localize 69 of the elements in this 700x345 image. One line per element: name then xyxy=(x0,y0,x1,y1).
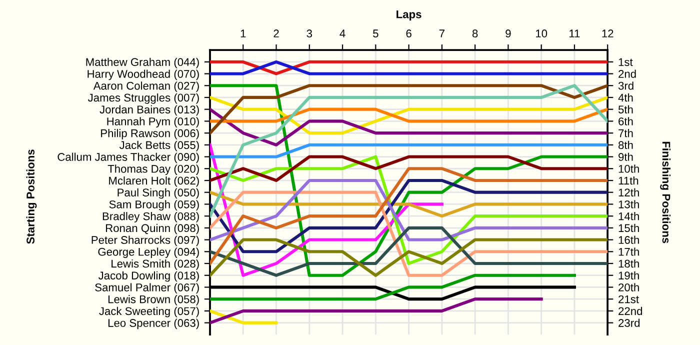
category-label: Paul Singh (050) xyxy=(118,188,199,199)
y2-tick-label: 20th xyxy=(618,283,639,292)
line-series xyxy=(210,96,608,135)
category-label: Bradley Shaw (088) xyxy=(102,212,199,222)
y2-tick-label: 15th xyxy=(618,224,639,232)
y2-tick-label: 21st xyxy=(618,295,639,304)
x-tick-label: 6 xyxy=(406,30,412,38)
y2-tick-label: 1st xyxy=(618,58,633,66)
x-tick-label: 4 xyxy=(340,30,346,38)
x-axis-title: Laps xyxy=(396,10,422,20)
y2-tick-label: 13th xyxy=(618,200,639,208)
y2-tick-label: 22nd xyxy=(618,306,642,316)
y2-tick-label: 23rd xyxy=(618,318,640,327)
y2-tick-label: 8th xyxy=(618,140,633,150)
category-label: Philip Rawson (006) xyxy=(101,129,199,140)
line-series xyxy=(210,226,608,277)
category-label: Lewis Smith (028) xyxy=(112,259,199,270)
y2-tick-label: 9th xyxy=(618,152,633,161)
y2-tick-label: 10th xyxy=(618,164,639,173)
y2-tick-label: 12th xyxy=(618,188,639,196)
x-tick-label: 8 xyxy=(472,30,478,38)
x-tick-label: 5 xyxy=(373,30,378,38)
x-tick-label: 11 xyxy=(570,30,580,38)
category-label: Peter Sharrocks (097) xyxy=(92,236,199,246)
x-tick-label: 7 xyxy=(439,30,444,38)
y2-tick-label: 19th xyxy=(618,271,639,280)
category-label: Sam Brough (059) xyxy=(109,200,199,211)
y2-tick-label: 14th xyxy=(618,212,639,220)
y2-tick-label: 17th xyxy=(618,248,639,256)
category-label: Aaron Coleman (027) xyxy=(93,82,199,92)
category-label: George Lepley (094) xyxy=(98,248,199,258)
category-label: Mclaren Holt (062) xyxy=(109,176,199,187)
category-label: Jack Sweeting (057) xyxy=(99,306,199,318)
x-tick-label: 10 xyxy=(536,30,548,38)
category-label: Ronan Quinn (098) xyxy=(106,224,199,234)
line-series xyxy=(210,178,608,242)
category-label: Leo Spencer (063) xyxy=(108,318,199,330)
y2-tick-label: 18th xyxy=(618,259,639,268)
y2-tick-label: 11th xyxy=(618,176,638,185)
line-series xyxy=(210,238,608,277)
x-tick-label: 1 xyxy=(240,30,246,38)
category-label: Jordan Baines (013) xyxy=(100,105,199,116)
category-label: Harry Woodhead (070) xyxy=(88,70,199,80)
category-label: Samuel Palmer (067) xyxy=(95,283,199,294)
line-series xyxy=(210,190,608,277)
category-label: Jack Betts (055) xyxy=(119,140,199,152)
line-series xyxy=(210,108,608,146)
y2-tick-label: 6th xyxy=(618,117,633,126)
x-tick-label: 12 xyxy=(602,30,614,38)
line-series xyxy=(210,84,608,218)
y2-tick-label: 7th xyxy=(618,129,633,138)
x-tick-label: 2 xyxy=(274,30,279,38)
x-tick-label: 9 xyxy=(506,30,511,38)
category-label: Lewis Brown (058) xyxy=(108,295,199,306)
category-label: Hannah Pym (010) xyxy=(107,117,199,128)
y2-tick-label: 3rd xyxy=(618,82,634,90)
y2-tick-label: 16th xyxy=(618,236,639,244)
category-label: Thomas Day (020) xyxy=(108,164,199,175)
category-label: Callum James Thacker (090) xyxy=(58,152,199,164)
y2-tick-label: 5th xyxy=(618,105,633,114)
y2-tick-label: 4th xyxy=(618,93,633,102)
category-label: Jacob Dowling (018) xyxy=(98,271,199,282)
text: Starting Positions xyxy=(26,150,37,244)
category-label: James Struggles (007) xyxy=(88,93,199,104)
category-label: Matthew Graham (044) xyxy=(86,58,199,68)
y2-tick-label: 2nd xyxy=(618,70,636,78)
x-tick-label: 3 xyxy=(306,30,312,38)
y2-axis-title: Finishing Positions xyxy=(660,142,671,244)
line-series xyxy=(210,178,608,254)
